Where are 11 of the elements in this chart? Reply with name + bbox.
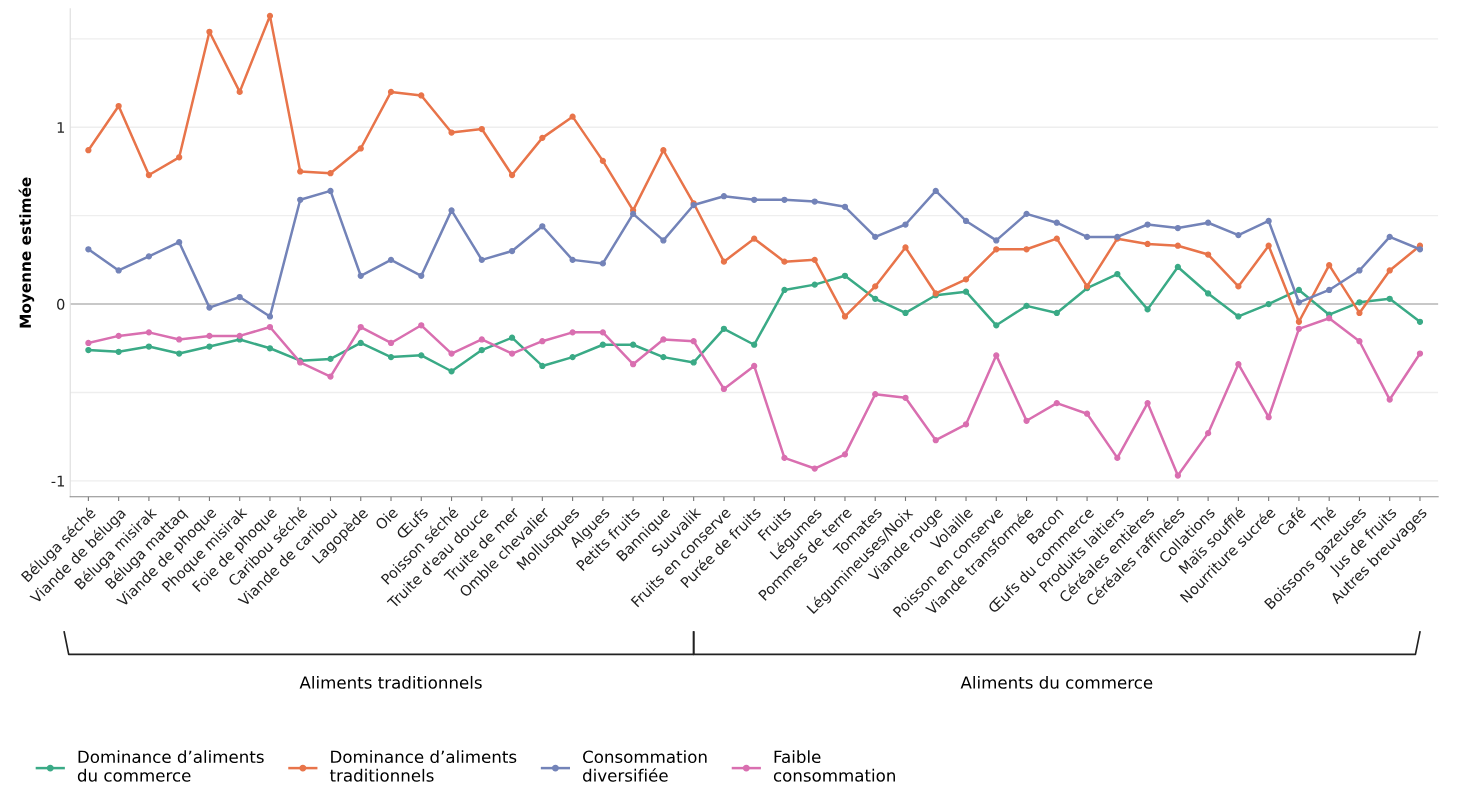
y-tick-label: 1 <box>57 122 65 133</box>
x-tick-label: Oie <box>374 506 399 531</box>
y-tick-label: -1 <box>51 475 65 487</box>
legend-label: Dominance d’aliments traditionnels <box>329 750 517 782</box>
y-axis-title: Moyenne estimée <box>18 177 35 328</box>
y-tick-label: 0 <box>57 298 65 310</box>
text: Aliments traditionnels <box>299 675 482 689</box>
legend-label: Dominance d’aliments du commerce <box>77 750 264 782</box>
legend-label: Consommation diversifiée <box>583 750 707 782</box>
legend-label: Faible consommation <box>773 750 895 782</box>
text: Aliments du commerce <box>960 675 1153 689</box>
